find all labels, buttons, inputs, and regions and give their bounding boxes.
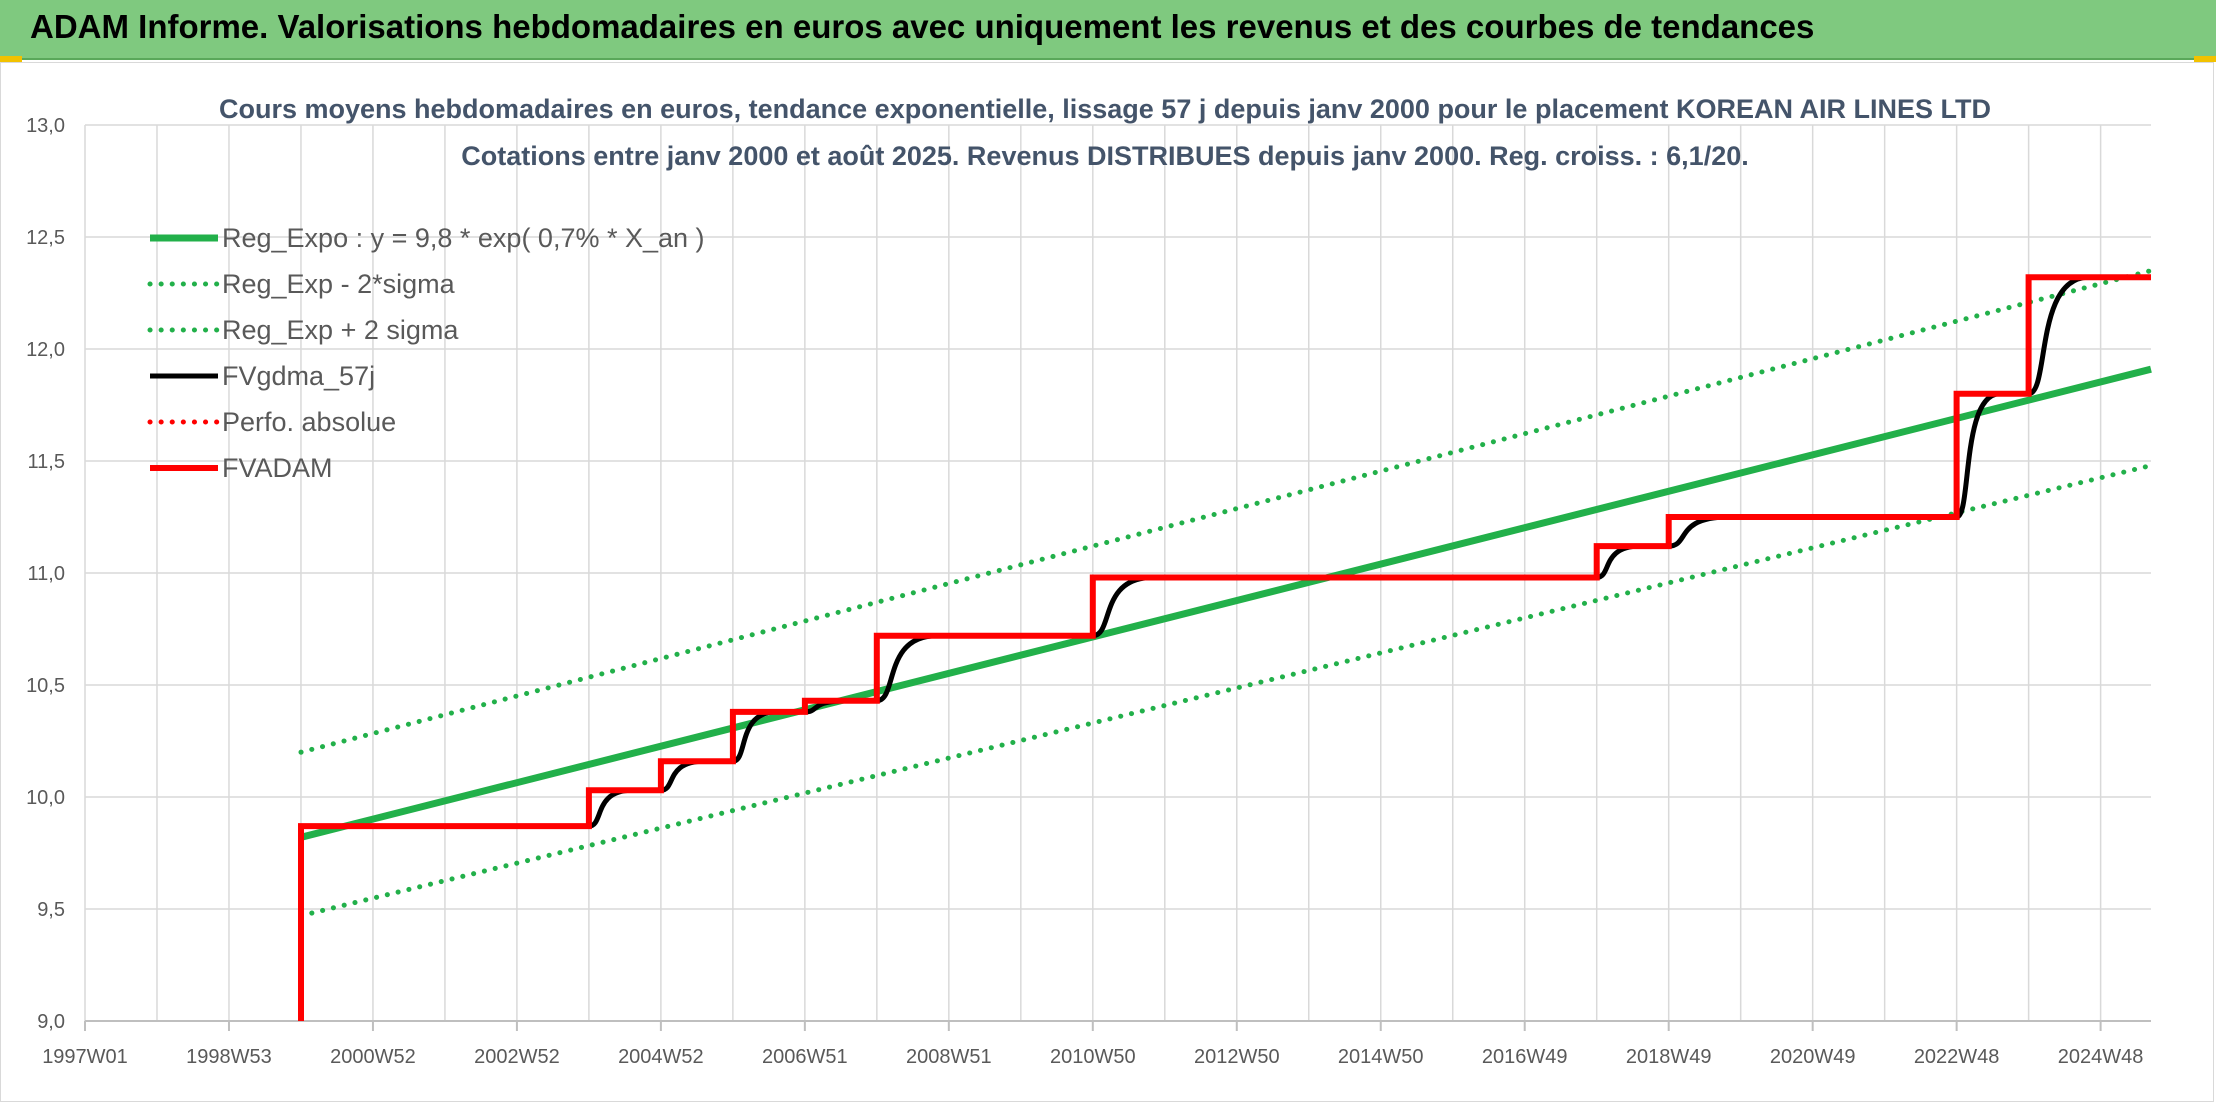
y-tick-label: 10,0 bbox=[26, 787, 65, 809]
series-layer bbox=[298, 268, 2154, 1021]
chart-subtitle: Cotations entre janv 2000 et août 2025. … bbox=[461, 141, 1748, 171]
y-tick-label: 9,0 bbox=[37, 1011, 65, 1033]
series-line-4 bbox=[298, 274, 2151, 1021]
series-line-3 bbox=[301, 274, 2151, 829]
x-tick-label: 2004W52 bbox=[618, 1046, 704, 1068]
x-tick-label: 2012W50 bbox=[1194, 1046, 1280, 1068]
y-tick-label: 12,0 bbox=[26, 339, 65, 361]
y-tick-label: 12,5 bbox=[26, 227, 65, 249]
x-tick-label: 1997W01 bbox=[42, 1046, 128, 1068]
x-tick-label: 2024W48 bbox=[2058, 1046, 2144, 1068]
y-tick-label: 10,5 bbox=[26, 675, 65, 697]
banner-corner-left bbox=[0, 56, 22, 62]
series-line-0 bbox=[298, 463, 2154, 919]
y-tick-label: 11,5 bbox=[28, 451, 65, 473]
report-banner: ADAM Informe. Valorisations hebdomadaire… bbox=[0, 0, 2216, 60]
grid-layer bbox=[84, 124, 2151, 1022]
x-tick-label: 2018W49 bbox=[1626, 1046, 1712, 1068]
legend-label: Reg_Exp + 2 sigma bbox=[222, 315, 459, 345]
legend-label: Reg_Expo : y = 9,8 * exp( 0,7% * X_an ) bbox=[222, 223, 705, 253]
chart-area bbox=[0, 62, 2214, 1102]
report-title: ADAM Informe. Valorisations hebdomadaire… bbox=[30, 8, 1815, 45]
x-tick-label: 2022W48 bbox=[1914, 1046, 2000, 1068]
x-tick-label: 2010W50 bbox=[1050, 1046, 1136, 1068]
legend-label: FVgdma_57j bbox=[222, 361, 375, 391]
legend-label: Perfo. absolue bbox=[222, 407, 396, 437]
y-tick-label: 9,5 bbox=[37, 899, 65, 921]
x-tick-label: 2006W51 bbox=[762, 1046, 848, 1068]
x-tick-label: 2000W52 bbox=[330, 1046, 416, 1068]
axis-layer: 9,0 9,5 10,0 10,5 11,0 11,5 12,0 12,5 13,0 1997W0… bbox=[26, 115, 2151, 1068]
chart-title: Cours moyens hebdomadaires en euros, ten… bbox=[219, 94, 1991, 124]
x-tick-label: 2008W51 bbox=[906, 1046, 992, 1068]
x-tick-label: 2016W49 bbox=[1482, 1046, 1568, 1068]
legend-label: FVADAM bbox=[222, 453, 333, 483]
banner-corner-right bbox=[2194, 56, 2216, 62]
y-tick-label: 13,0 bbox=[26, 115, 65, 137]
x-tick-label: 2014W50 bbox=[1338, 1046, 1424, 1068]
y-tick-label: 11,0 bbox=[28, 563, 65, 585]
series-line-2 bbox=[300, 365, 2152, 841]
legend-label: Reg_Exp - 2*sigma bbox=[222, 269, 456, 299]
series-line-1 bbox=[298, 268, 2154, 755]
x-tick-label: 1998W53 bbox=[186, 1046, 272, 1068]
x-tick-label: 2020W49 bbox=[1770, 1046, 1856, 1068]
legend: Reg_Expo : y = 9,8 * exp( 0,7% * X_an ) R… bbox=[147, 223, 705, 483]
x-tick-label: 2002W52 bbox=[474, 1046, 560, 1068]
